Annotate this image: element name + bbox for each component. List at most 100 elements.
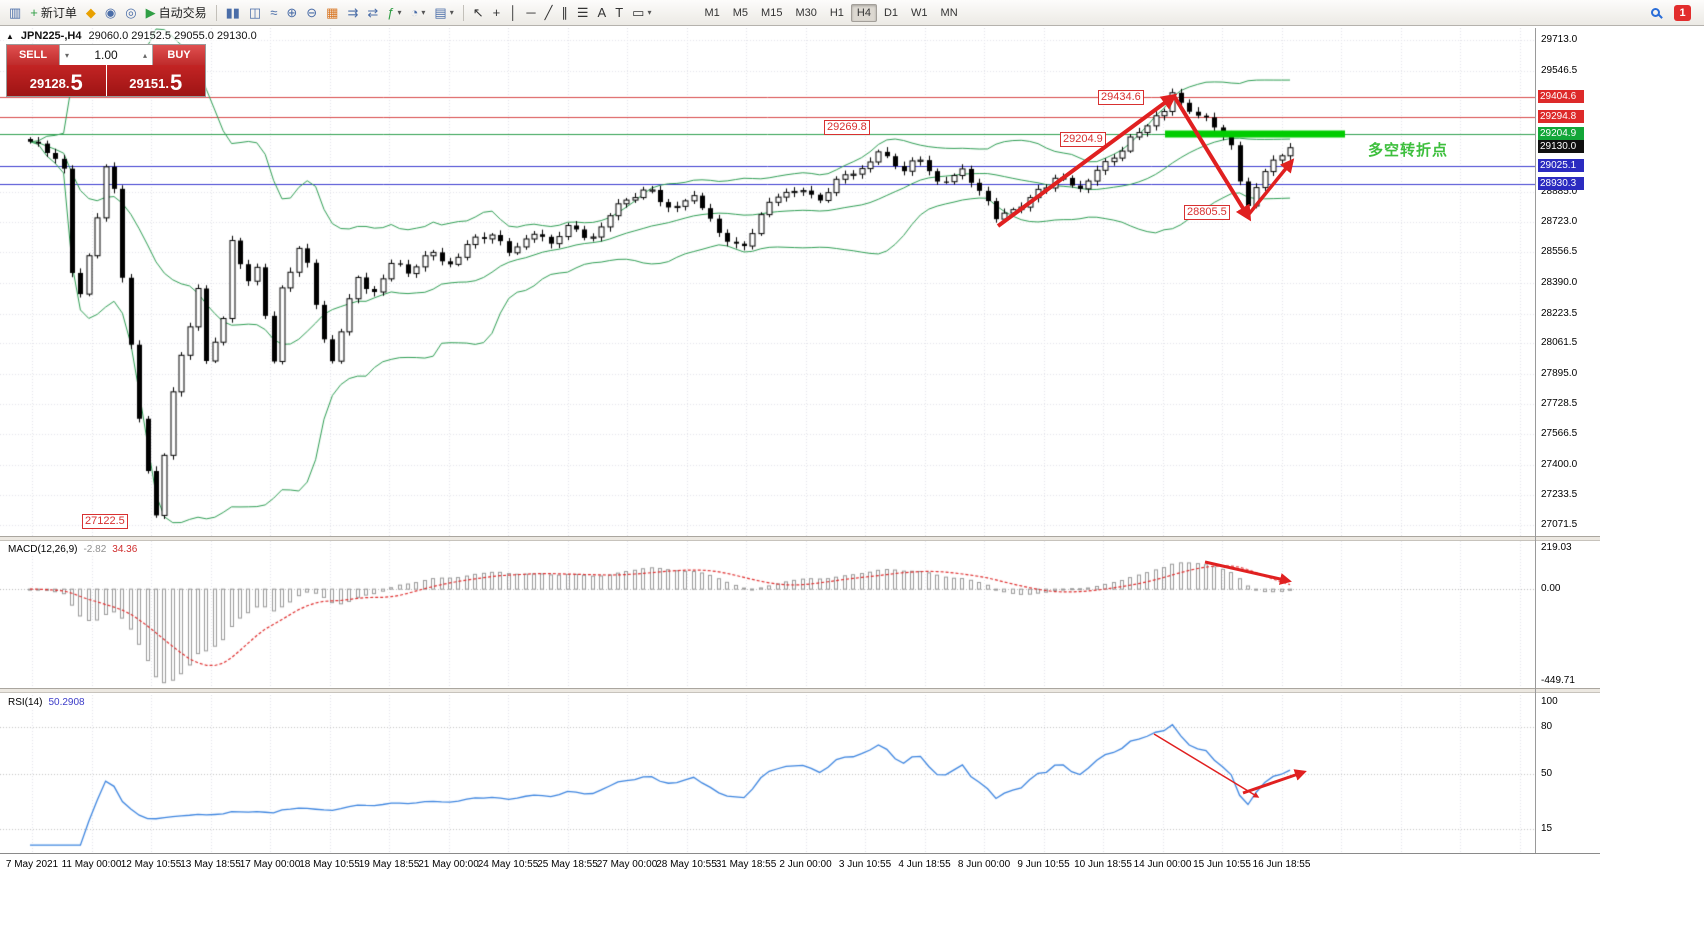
auto-scroll-icon[interactable]: ⇉: [343, 3, 362, 23]
volume-value[interactable]: 1.00: [94, 48, 118, 62]
zoom-out-icon[interactable]: ⊖: [302, 3, 321, 23]
autotrade-button[interactable]: ▶ 自动交易: [142, 3, 211, 23]
time-tick: 18 May 10:55: [299, 859, 360, 870]
horizontal-line-icon[interactable]: ─: [522, 3, 539, 23]
rsi-indicator-canvas[interactable]: [0, 695, 1535, 853]
text-icon[interactable]: A: [594, 3, 611, 23]
price-tick: 27728.5: [1541, 398, 1578, 410]
price-tick: 27566.5: [1541, 428, 1578, 440]
fibonacci-icon[interactable]: ☰: [573, 3, 593, 23]
quick-trade-icon: ◆: [85, 5, 96, 20]
zoom-out-icon: ⊖: [306, 5, 318, 20]
volume-increase-icon[interactable]: ▴: [142, 50, 147, 60]
buy-button[interactable]: BUY: [153, 45, 205, 65]
accounts-icon[interactable]: ◉: [101, 3, 120, 23]
indicators-icon[interactable]: ƒ ▾: [383, 3, 405, 23]
price-level-badge: 29404.6: [1538, 89, 1584, 103]
macd-tick: 0.00: [1541, 583, 1561, 595]
price-annotation-tag[interactable]: 27122.5: [82, 514, 128, 529]
trendline-icon[interactable]: ╱: [541, 3, 557, 23]
channel-icon[interactable]: ∥: [557, 3, 572, 23]
turning-point-label[interactable]: 多空转折点: [1368, 142, 1449, 159]
indicators-icon: ƒ: [387, 5, 395, 20]
cursor-icon[interactable]: ↖: [469, 3, 488, 23]
price-annotation-tag[interactable]: 28805.5: [1184, 205, 1230, 220]
price-tick: 28885.0: [1541, 186, 1578, 198]
shapes-icon[interactable]: ▭ ▾: [628, 3, 655, 23]
price-tick: 29713.0: [1541, 34, 1578, 46]
chart-shift-icon[interactable]: ⇄: [363, 3, 382, 23]
timeframe-m5[interactable]: M5: [732, 6, 749, 19]
zoom-in-icon[interactable]: ⊕: [282, 3, 301, 23]
community-icon: ◎: [125, 5, 137, 20]
tile-windows-icon[interactable]: ▦: [322, 3, 342, 23]
rsi-axis[interactable]: 100 80 50 15: [1536, 695, 1600, 853]
timeframe-h4[interactable]: H4: [850, 3, 877, 22]
templates-icon[interactable]: ▤ ▾: [430, 3, 457, 23]
bid-price-button[interactable]: 29128. 5: [7, 65, 106, 96]
ohlc-values: 29060.0 29152.5 29055.0 29130.0: [88, 30, 257, 42]
collapse-panel-icon[interactable]: ▲: [6, 31, 14, 41]
timeframe-d1[interactable]: D1: [883, 6, 899, 19]
price-tick: 28723.0: [1541, 215, 1578, 227]
macd-tick: -449.71: [1541, 675, 1575, 686]
periods-icon[interactable]: ◔ ▾: [407, 3, 430, 23]
timeframe-m15[interactable]: M15: [761, 6, 783, 19]
time-tick: 28 May 10:55: [656, 859, 717, 870]
new-order-icon: +: [30, 5, 38, 20]
panel-separator[interactable]: [0, 688, 1600, 693]
macd-axis[interactable]: 219.03 0.00 -449.71: [1536, 541, 1600, 688]
new-order-button[interactable]: + 新订单: [26, 3, 81, 23]
price-tick: 29546.5: [1541, 64, 1578, 76]
quick-trade-icon[interactable]: ◆: [82, 3, 100, 23]
timeframe-mn[interactable]: MN: [940, 6, 958, 19]
time-tick: 15 Jun 10:55: [1193, 859, 1251, 870]
timeframe-m1[interactable]: M1: [704, 6, 720, 19]
time-tick: 7 May 2021: [5, 859, 59, 870]
rsi-value: 50.2908: [48, 697, 85, 708]
time-tick: 14 Jun 00:00: [1133, 859, 1192, 870]
crosshair-icon[interactable]: +: [489, 3, 505, 23]
ask-price-button[interactable]: 29151. 5: [106, 65, 205, 96]
timeframe-m30[interactable]: M30: [795, 6, 817, 19]
templates-icon: ▤: [434, 5, 447, 20]
rsi-tick: 80: [1541, 720, 1553, 732]
candlestick-chart-icon[interactable]: ◫: [245, 3, 265, 23]
chart-window-icon: ▥: [9, 5, 22, 20]
macd-indicator-canvas[interactable]: [0, 541, 1535, 688]
fibonacci-icon: ☰: [576, 5, 589, 20]
bar-chart-icon[interactable]: ▮▮: [222, 3, 244, 23]
main-toolbar: ▥ + 新订单 ◆ ◉ ◎ ▶ 自动交易 ▮▮ ◫ ≈ ⊕ ⊖ ▦ ⇉ ⇄ ƒ ▾ ◔ ▾ ▤ ▾ ↖ + │ ─ ╱ ∥ ☰ A T ▭ ▾ …: [0, 0, 1704, 26]
axis-divider: [1535, 28, 1536, 877]
time-tick: 27 May 00:00: [596, 859, 658, 870]
symbol-timeframe-label: JPN225-,H4: [20, 30, 82, 42]
notification-badge[interactable]: 1: [1674, 4, 1691, 21]
time-axis[interactable]: 7 May 2021 11 May 00:00 12 May 10:55 13 May…: [0, 853, 1600, 877]
price-tick: 27071.5: [1541, 518, 1578, 530]
sell-button[interactable]: SELL: [7, 45, 59, 65]
line-chart-icon[interactable]: ≈: [266, 3, 281, 23]
price-level-badge: 29130.0: [1538, 140, 1584, 154]
rsi-header: RSI(14) 50.2908: [8, 697, 85, 708]
price-axis[interactable]: 29713.0 29546.5 28885.0 28723.0 28556.5 28390…: [1536, 28, 1600, 536]
panel-separator[interactable]: [0, 536, 1600, 541]
time-tick: 11 May 00:00: [61, 859, 122, 870]
price-annotation-tag[interactable]: 29434.6: [1098, 90, 1144, 105]
time-tick: 9 Jun 10:55: [1017, 859, 1070, 870]
search-icon[interactable]: [1651, 8, 1660, 17]
timeframe-h1[interactable]: H1: [829, 6, 844, 19]
community-icon[interactable]: ◎: [121, 3, 140, 23]
dropdown-caret-icon: ▾: [647, 8, 652, 17]
label-icon[interactable]: T: [611, 3, 627, 23]
main-chart-canvas[interactable]: [0, 28, 1535, 536]
timeframe-w1[interactable]: W1: [911, 6, 928, 19]
price-annotation-tag[interactable]: 29204.9: [1060, 132, 1106, 147]
chart-window-icon[interactable]: ▥: [5, 3, 25, 23]
time-tick: 10 Jun 18:55: [1074, 859, 1132, 870]
periods-icon: ◔: [410, 5, 419, 20]
vertical-line-icon[interactable]: │: [505, 3, 521, 23]
volume-stepper[interactable]: ▾ 1.00 ▴: [59, 45, 153, 65]
volume-decrease-icon[interactable]: ▾: [64, 50, 69, 60]
price-annotation-tag[interactable]: 29269.8: [824, 120, 870, 135]
